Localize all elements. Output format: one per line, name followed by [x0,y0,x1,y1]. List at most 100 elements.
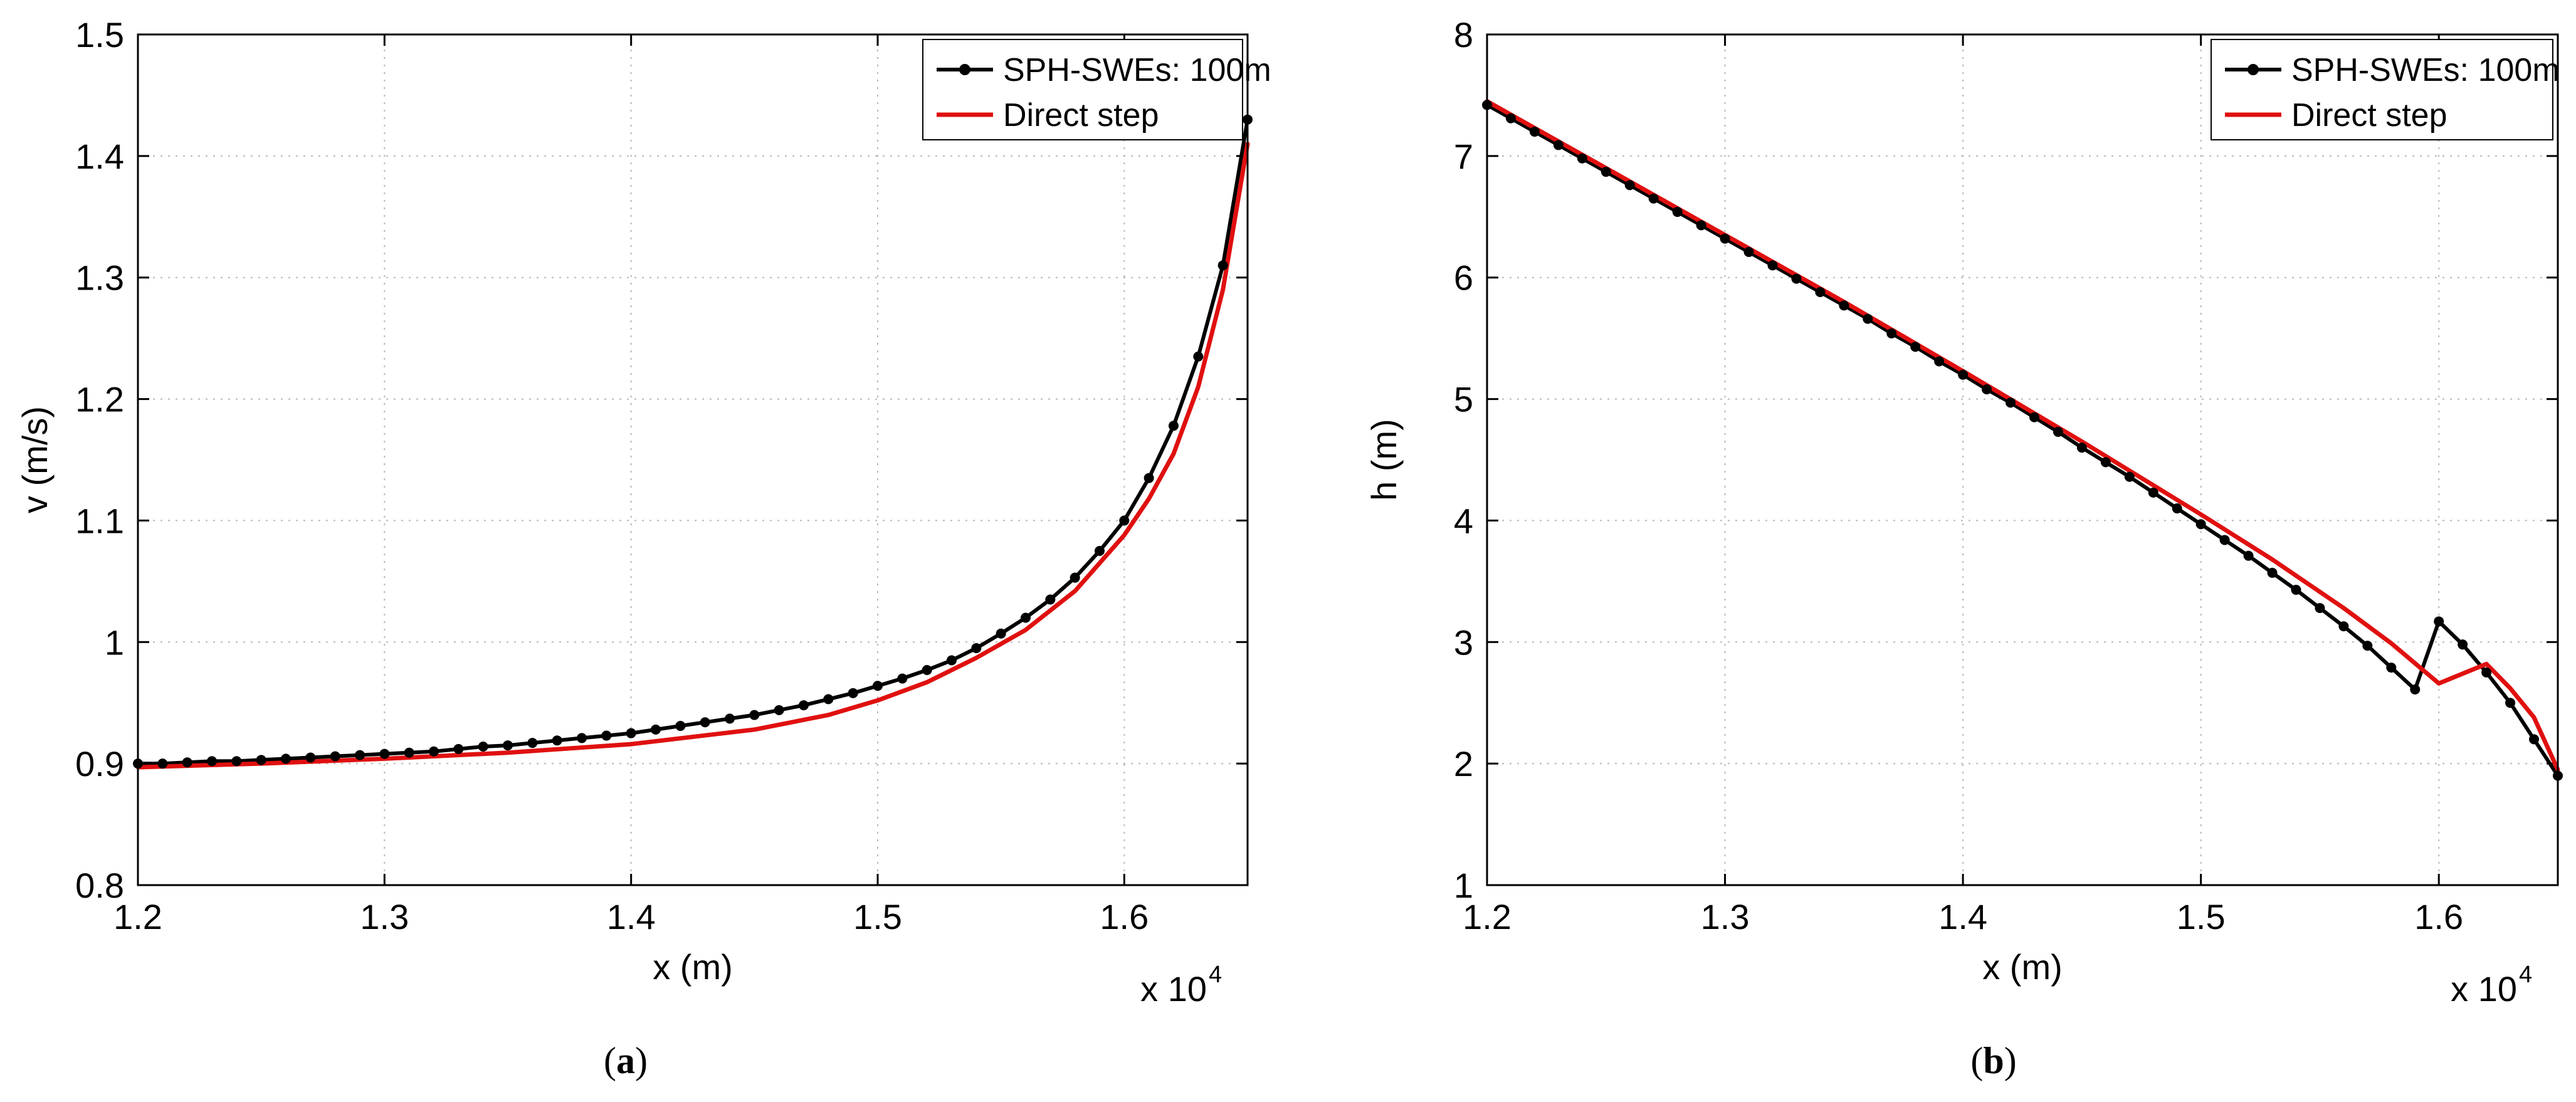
data-point [873,681,883,691]
x-tick-label: 1.4 [1938,897,1987,937]
x-axis-label: x (m) [653,947,733,987]
data-point [2100,457,2111,468]
data-point [1934,356,1945,367]
data-point [1696,220,1706,231]
data-point [1119,515,1130,526]
data-point [453,743,464,754]
y-tick-label: 4 [1454,501,1473,540]
data-point [2505,698,2516,708]
y-tick-label: 1.3 [75,258,124,298]
data-point [2338,621,2349,632]
data-point [527,738,538,748]
data-point [651,724,661,735]
data-point [1886,328,1897,338]
legend-entry-label: SPH-SWEs: 100m [2291,52,2560,88]
data-point [429,746,439,757]
data-point [577,733,587,743]
data-point [971,643,982,653]
data-point [2529,734,2540,745]
data-point [1767,260,1778,271]
data-point [1648,193,1659,204]
data-point [2076,443,2087,453]
data-point [2386,662,2397,673]
plot-frame [1486,33,2559,886]
data-point [1553,140,1564,150]
x-axis-label: x (m) [1982,947,2063,987]
data-point [2148,487,2158,498]
data-point [1021,612,1031,623]
data-point [355,750,365,760]
data-point [404,747,414,758]
data-point [1070,572,1080,583]
data-point [305,752,316,763]
data-point [182,757,192,768]
data-point [231,756,242,767]
panel-caption: (b) [1970,1040,2016,1081]
data-point [2195,519,2206,530]
data-point [1601,167,1611,177]
data-point [330,751,340,762]
data-point [2006,397,2016,408]
y-tick-label: 1.2 [75,380,124,419]
y-tick-label: 1.4 [75,137,124,176]
data-point [1095,545,1105,556]
y-axis-label: v (m/s) [15,406,55,513]
data-point [1045,594,1056,605]
y-tick-label: 1.5 [75,15,124,55]
data-point [1217,260,1228,271]
data-point [2458,639,2468,650]
legend-entry-label: Direct step [1003,97,1159,134]
panel-caption-letter: b [1983,1040,2004,1081]
y-tick-label: 0.9 [75,744,124,784]
data-point [1815,286,1826,297]
y-tick-label: 2 [1454,744,1473,784]
data-point [1169,421,1179,431]
data-point [2243,550,2254,561]
data-point [1982,384,1992,395]
data-point [823,694,834,705]
x-tick-label: 1.6 [1100,897,1149,937]
y-tick-label: 7 [1454,137,1473,176]
data-point [281,753,291,764]
y-tick-label: 1 [105,622,124,662]
legend-entry-label: SPH-SWEs: 100m [1003,52,1271,88]
chart-panel-a: 1.2 1.3 1.4 1.5 1.6 0.8 0.9 1 1.1 1.2 1.3 1.4 1.5 x (… [15,15,1271,1081]
data-point [1743,247,1754,258]
y-tick-label: 3 [1454,622,1473,662]
data-point [157,758,168,769]
data-point [1143,473,1154,483]
data-point [2029,412,2039,422]
y-tick-label: 8 [1454,15,1473,55]
data-point [2053,426,2063,437]
data-point [799,700,809,711]
data-point [749,710,760,720]
panel-caption-letter: a [616,1040,635,1081]
legend-marker [2247,64,2259,75]
y-tick-label: 1.1 [75,501,124,540]
data-point [2481,667,2492,678]
data-point [2315,603,2325,614]
data-point [2267,567,2278,578]
data-point [1193,351,1204,362]
data-point [379,748,390,759]
series-line-sph-swes [136,117,1249,766]
x-tick-label: 1.3 [1701,897,1750,937]
x-axis-multiplier: x 10 [2451,969,2517,1009]
data-point [996,628,1006,639]
data-point [601,730,612,741]
data-point [2362,641,2373,651]
data-point [675,721,686,732]
data-point [774,705,784,715]
data-point [2434,616,2444,627]
legend-marker [959,64,970,75]
data-point [848,688,858,698]
series-line-sph-swes [1485,103,2560,778]
data-point [478,742,488,752]
x-tick-label: 1.2 [113,897,162,937]
data-point [1910,342,1921,352]
data-point [1672,207,1683,218]
data-point [1529,127,1540,137]
y-tick-label: 0.8 [75,866,124,905]
data-point [1958,369,1969,380]
